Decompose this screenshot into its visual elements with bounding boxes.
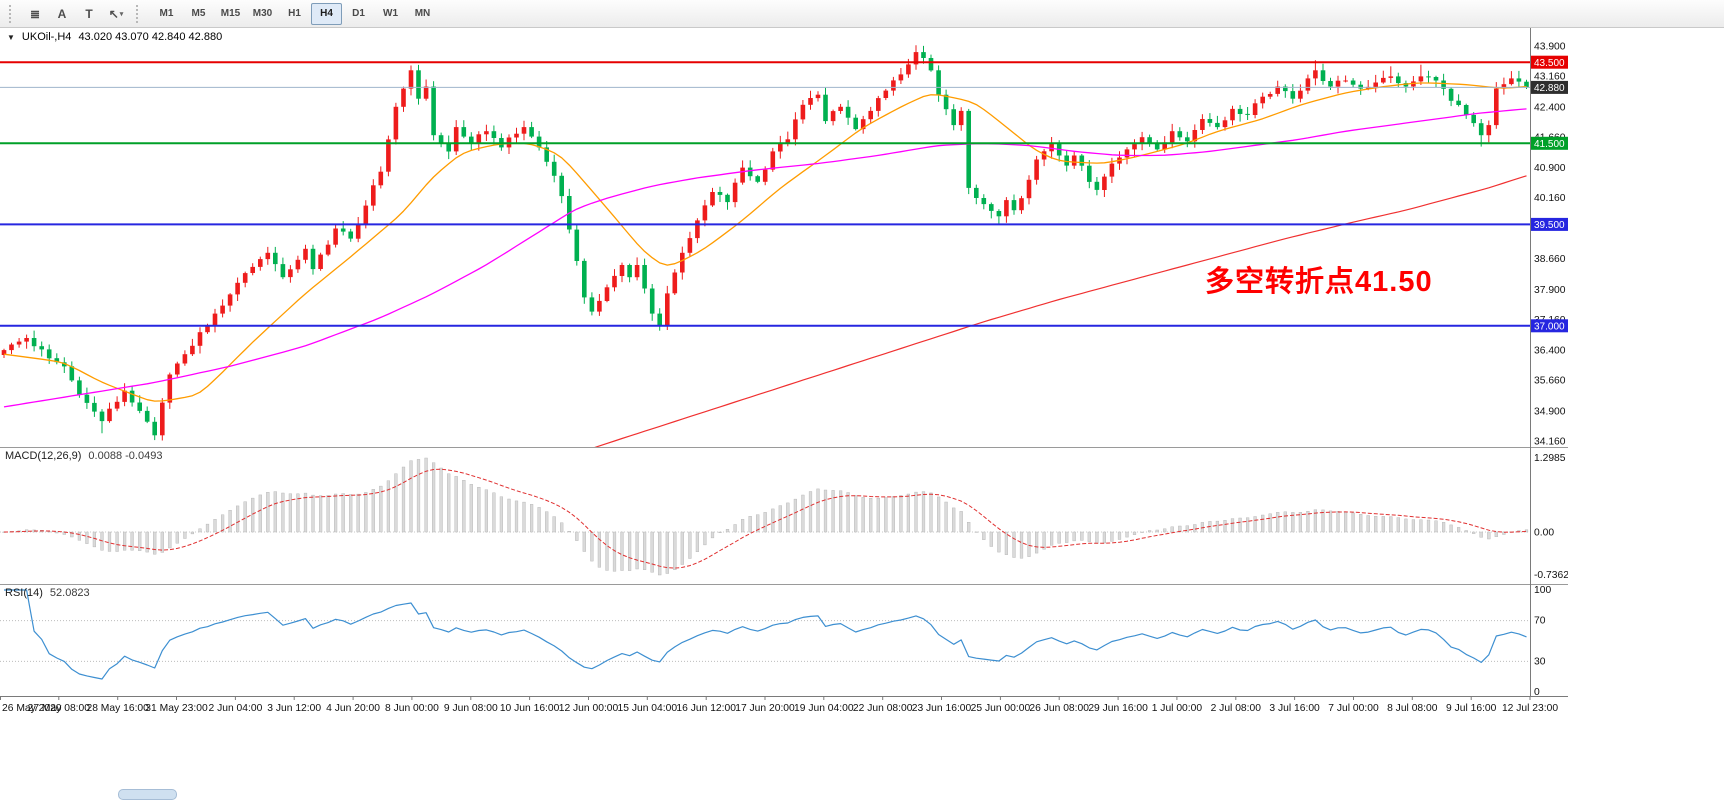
svg-text:1.2985: 1.2985 [1534,453,1566,464]
price-tag-41.500 [1531,136,1568,150]
svg-text:3 Jul 16:00: 3 Jul 16:00 [1269,703,1320,714]
svg-text:100: 100 [1534,585,1551,596]
svg-text:40.160: 40.160 [1534,193,1566,204]
timeframe-d1-button[interactable]: D1 [352,8,365,19]
svg-text:0: 0 [1534,687,1540,696]
svg-text:41.500: 41.500 [1534,139,1565,150]
macd-label: MACD(12,26,9) [5,450,82,462]
macd-values: 0.0088 -0.0493 [88,450,163,462]
chart-window-icon[interactable]: ≣ [29,6,41,21]
price-tag-37.000 [1531,319,1568,333]
svg-text:34.160: 34.160 [1534,437,1566,448]
timeframe-w1-button[interactable]: W1 [383,8,398,19]
svg-text:29 Jun 16:00: 29 Jun 16:00 [1088,703,1148,714]
svg-text:42.400: 42.400 [1534,102,1566,113]
symbol-timeframe-label: UKOil-,H4 [21,31,72,43]
svg-text:43.160: 43.160 [1534,72,1566,83]
svg-text:16 Jun 12:00: 16 Jun 12:00 [676,703,736,714]
main-chart-panel[interactable]: 43.90043.16042.40041.66040.90040.16038.6… [0,28,1568,447]
svg-text:4 Jun 20:00: 4 Jun 20:00 [326,703,380,714]
timeframe-h1-button[interactable]: H1 [288,8,301,19]
svg-text:30: 30 [1534,656,1546,667]
ohlc-values: 43.020 43.070 42.840 42.880 [78,31,223,43]
svg-text:22 Jun 08:00: 22 Jun 08:00 [853,703,913,714]
price-tag-43.500 [1531,55,1568,69]
svg-text:37.900: 37.900 [1534,285,1566,296]
svg-text:70: 70 [1534,616,1546,627]
ma-fast-orange [3,82,1527,402]
svg-text:8 Jul 08:00: 8 Jul 08:00 [1387,703,1438,714]
svg-text:15 Jun 04:00: 15 Jun 04:00 [618,703,678,714]
toolbar-grip [136,4,142,23]
toolbar-grip [9,4,15,23]
svg-text:42.880: 42.880 [1534,83,1565,94]
candlestick-series [1,45,1529,441]
svg-text:28 May 16:00: 28 May 16:00 [86,703,149,714]
svg-text:2 Jun 04:00: 2 Jun 04:00 [208,703,262,714]
toolbar: ≣ A T ↖ ▾ M1 M5 M15 M30 H1 H4 D1 W1 MN [0,0,1724,28]
svg-text:39.500: 39.500 [1534,220,1565,231]
arrow-object-icon[interactable]: A [57,6,67,21]
svg-text:27 May 08:00: 27 May 08:00 [28,703,91,714]
tool-group: ≣ A T ↖ ▾ [22,3,129,25]
ma-slow-red [594,175,1527,447]
svg-text:36.400: 36.400 [1534,346,1566,357]
dropdown-caret-icon[interactable]: ▾ [119,10,124,18]
timeframe-mn-button[interactable]: MN [414,8,431,19]
svg-text:17 Jun 20:00: 17 Jun 20:00 [735,703,795,714]
rsi-panel[interactable]: 100 70 30 0 [0,584,1568,696]
svg-text:35.660: 35.660 [1534,376,1566,387]
cursor-tool-icon[interactable]: ↖ ▾ [108,6,124,21]
svg-text:2 Jul 08:00: 2 Jul 08:00 [1211,703,1262,714]
svg-text:37.000: 37.000 [1534,321,1565,332]
svg-text:34.900: 34.900 [1534,406,1566,417]
svg-text:7 Jul 00:00: 7 Jul 00:00 [1328,703,1379,714]
chart-title: ▼ UKOil-,H4 43.020 43.070 42.840 42.880 [7,31,222,43]
svg-text:40.900: 40.900 [1534,163,1566,174]
svg-text:9 Jun 08:00: 9 Jun 08:00 [444,703,498,714]
timeframe-h4-button[interactable]: H4 [311,2,342,25]
rsi-label: RSI(14) [5,587,43,599]
svg-text:38.660: 38.660 [1534,254,1566,265]
timeframe-toolbar: M1 M5 M15 M30 H1 H4 D1 W1 MN [151,2,438,25]
timeframe-m1-button[interactable]: M1 [159,8,174,19]
svg-text:10 Jun 16:00: 10 Jun 16:00 [500,703,560,714]
svg-text:25 Jun 00:00: 25 Jun 00:00 [971,703,1031,714]
rsi-line [4,589,1527,680]
macd-panel[interactable]: 1.2985 0.00 -0.7362 [0,447,1568,584]
rsi-value: 52.0823 [49,587,90,599]
svg-text:3 Jun 12:00: 3 Jun 12:00 [267,703,321,714]
chart-marker-icon: ▼ [7,32,15,42]
svg-text:31 May 23:00: 31 May 23:00 [145,703,208,714]
price-tag-39.500 [1531,217,1568,231]
timeframe-m15-button[interactable]: M15 [220,8,241,19]
svg-text:0.00: 0.00 [1534,528,1554,539]
rsi-label-row: RSI(14) 52.0823 [5,587,90,599]
svg-text:23 Jun 16:00: 23 Jun 16:00 [912,703,972,714]
svg-text:8 Jun 00:00: 8 Jun 00:00 [385,703,439,714]
svg-text:19 Jun 04:00: 19 Jun 04:00 [794,703,854,714]
timeframe-m30-button[interactable]: M30 [252,8,273,19]
svg-text:26 May 2020: 26 May 2020 [2,703,62,714]
timeframe-m5-button[interactable]: M5 [191,8,206,19]
macd-signal-line [3,468,1527,569]
bottom-scrollbar-thumb[interactable] [118,789,177,800]
text-label-icon[interactable]: T [85,6,93,21]
svg-text:1 Jul 00:00: 1 Jul 00:00 [1152,703,1203,714]
svg-text:12 Jul 23:00: 12 Jul 23:00 [1502,703,1558,714]
chart-annotation[interactable]: 多空转折点41.50 [1205,266,1433,298]
svg-text:43.900: 43.900 [1534,42,1566,53]
svg-text:9 Jul 16:00: 9 Jul 16:00 [1446,703,1497,714]
macd-histogram [2,457,1529,576]
svg-text:43.500: 43.500 [1534,58,1565,69]
macd-label-row: MACD(12,26,9) 0.0088 -0.0493 [5,450,162,462]
svg-text:26 Jun 08:00: 26 Jun 08:00 [1029,703,1089,714]
svg-text:-0.7362: -0.7362 [1534,570,1568,581]
svg-text:12 Jun 00:00: 12 Jun 00:00 [559,703,619,714]
price-tag-42.880 [1531,80,1568,94]
